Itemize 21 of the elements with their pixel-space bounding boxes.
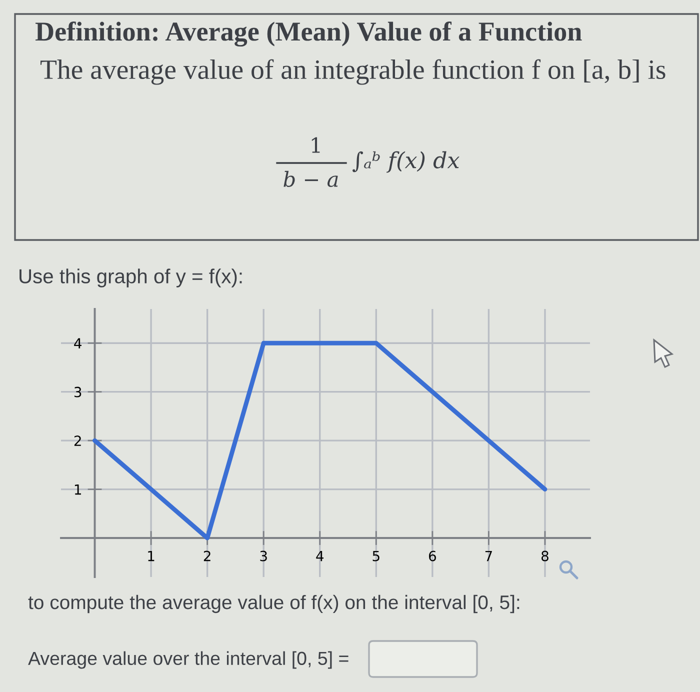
y-tick-label: 3 bbox=[74, 386, 82, 398]
text: ∫ₐᵇ f(x) dx bbox=[352, 151, 460, 173]
y-tick-label: 4 bbox=[74, 338, 82, 348]
x-tick-label: 3 bbox=[260, 550, 267, 562]
text: Average value over the interval [0, 5] = bbox=[28, 651, 348, 669]
text: 1 bbox=[312, 137, 320, 153]
chart-subtitle: The average value of an integrable function f on [a, b] is bbox=[40, 59, 666, 85]
x-tick-label: 6 bbox=[428, 550, 436, 562]
text: b − a bbox=[284, 170, 338, 188]
x-tick-label: 5 bbox=[372, 550, 380, 562]
x-tick-label: 7 bbox=[485, 550, 492, 562]
y-tick-label: 1 bbox=[74, 484, 81, 495]
x-tick-label: 8 bbox=[542, 550, 548, 562]
x-tick-label: 2 bbox=[204, 550, 210, 562]
text: to compute the average value of f(x) on the interval [0, 5]: bbox=[28, 594, 520, 614]
x-tick-label: 1 bbox=[148, 550, 154, 562]
chart-title: Definition: Average (Mean) Value of a Function bbox=[35, 21, 582, 47]
line-series bbox=[92, 340, 548, 540]
y-tick-label: 2 bbox=[74, 436, 81, 446]
text: Use this graph of y = f(x): bbox=[20, 268, 242, 288]
x-tick-label: 4 bbox=[316, 550, 324, 562]
